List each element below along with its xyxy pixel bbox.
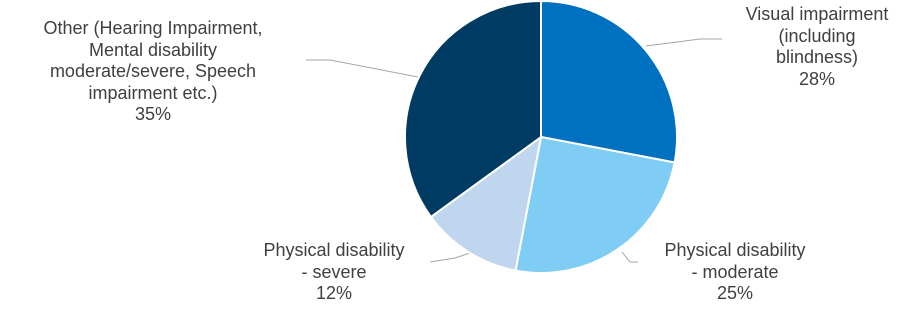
pie-slice-other-hearing-impairment-mental-disabili [404,0,542,218]
slice-label-physical-moderate: Physical disability - moderate 25% [637,240,833,305]
slice-percent-label: 35% [134,104,172,124]
pie-slice-visual-impairment-including-blindness [540,0,678,164]
slice-label-line: blindness) [775,47,859,67]
pie-slice-physical-disability-moderate [514,136,676,274]
slice-label-physical-severe: Physical disability - severe 12% [236,240,432,305]
leader-line-other-hearing-impairment-mental-disabili [306,59,419,78]
slice-label-line: Mental disability [88,39,218,60]
leader-line-physical-disability-moderate [621,251,638,263]
leader-line-physical-disability-severe [429,252,471,263]
slice-label-line: Visual impairment [745,4,889,24]
slice-label-line: Other (Hearing Impairment, [43,18,263,38]
slice-label-line: - severe [301,261,367,282]
leader-line-visual-impairment-including-blindness [645,38,722,47]
slice-label-line: moderate/severe, Speech [49,61,257,81]
slice-label-line: impairment etc.) [88,82,218,103]
slice-label-line: Physical disability [664,240,806,260]
slice-percent-label: 12% [315,283,353,303]
slice-label-line: - moderate [691,261,779,282]
pie-slice-physical-disability-severe [429,136,542,272]
slice-percent-label: 25% [716,283,754,303]
slice-label-visual-impairment: Visual impairment (including blindness) … [722,4,912,90]
slice-label-line: (including [778,25,856,46]
slice-label-other: Other (Hearing Impairment, Mental disabi… [0,18,306,126]
slice-label-line: Physical disability [263,240,405,260]
slice-percent-label: 28% [798,68,836,89]
